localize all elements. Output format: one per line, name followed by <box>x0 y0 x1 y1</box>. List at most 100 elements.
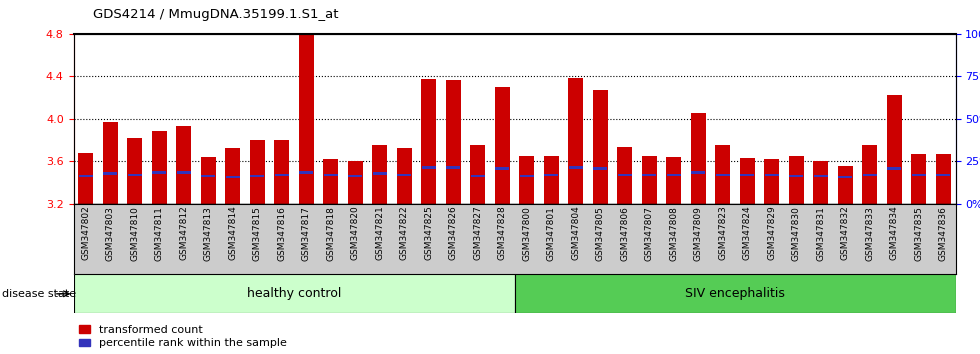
Text: GSM347800: GSM347800 <box>522 206 531 261</box>
Bar <box>936 173 951 176</box>
Bar <box>250 140 265 204</box>
Text: GSM347817: GSM347817 <box>302 206 311 261</box>
Bar <box>568 78 583 204</box>
Bar <box>544 173 559 176</box>
Text: GSM347833: GSM347833 <box>865 206 874 261</box>
Bar <box>446 80 461 204</box>
Bar <box>862 145 877 204</box>
Bar <box>789 156 804 204</box>
Bar <box>642 156 657 204</box>
Text: GSM347826: GSM347826 <box>449 206 458 261</box>
Bar <box>593 90 608 204</box>
Bar <box>176 126 191 204</box>
Bar <box>274 173 289 176</box>
Text: GSM347829: GSM347829 <box>767 206 776 261</box>
Bar <box>127 138 142 204</box>
Bar <box>764 173 779 176</box>
Bar <box>813 175 828 177</box>
Text: GSM347812: GSM347812 <box>179 206 188 261</box>
Bar <box>617 173 632 176</box>
Bar <box>519 175 534 177</box>
Bar <box>323 173 338 176</box>
Bar <box>176 171 191 174</box>
Text: GSM347814: GSM347814 <box>228 206 237 261</box>
Bar <box>127 173 142 176</box>
Text: GSM347830: GSM347830 <box>792 206 801 261</box>
Text: GSM347805: GSM347805 <box>596 206 605 261</box>
Bar <box>470 145 485 204</box>
Bar <box>691 113 706 204</box>
Bar <box>225 148 240 204</box>
Bar <box>446 166 461 169</box>
Text: GSM347821: GSM347821 <box>375 206 384 261</box>
Bar <box>78 153 93 204</box>
Bar <box>250 175 265 177</box>
Bar <box>666 157 681 204</box>
Bar <box>715 145 730 204</box>
Bar <box>470 175 485 177</box>
Legend: transformed count, percentile rank within the sample: transformed count, percentile rank withi… <box>79 325 287 348</box>
Bar <box>152 131 167 204</box>
Bar <box>201 175 216 177</box>
Text: GSM347801: GSM347801 <box>547 206 556 261</box>
Bar <box>838 176 853 178</box>
Bar <box>514 274 956 313</box>
Bar <box>274 140 289 204</box>
Text: GSM347834: GSM347834 <box>890 206 899 261</box>
Text: GSM347832: GSM347832 <box>841 206 850 261</box>
Bar <box>691 171 706 174</box>
Bar <box>666 173 681 176</box>
Bar <box>74 274 514 313</box>
Text: GSM347806: GSM347806 <box>620 206 629 261</box>
Text: disease state: disease state <box>2 289 76 299</box>
Bar <box>421 79 436 204</box>
Bar <box>78 175 93 177</box>
Text: SIV encephalitis: SIV encephalitis <box>685 287 785 300</box>
Text: GSM347802: GSM347802 <box>81 206 90 261</box>
Bar <box>544 156 559 204</box>
Bar <box>421 166 436 169</box>
Text: GSM347836: GSM347836 <box>939 206 948 261</box>
Bar <box>201 157 216 204</box>
Text: GSM347808: GSM347808 <box>669 206 678 261</box>
Bar <box>813 161 828 204</box>
Text: GSM347809: GSM347809 <box>694 206 703 261</box>
Bar <box>103 172 118 175</box>
Bar <box>225 176 240 178</box>
Bar <box>617 147 632 204</box>
Text: GSM347823: GSM347823 <box>718 206 727 261</box>
Text: GSM347822: GSM347822 <box>400 206 409 260</box>
Bar <box>887 95 902 204</box>
Bar <box>323 159 338 204</box>
Bar <box>372 172 387 175</box>
Bar <box>568 166 583 169</box>
Bar <box>740 158 755 204</box>
Bar <box>103 122 118 204</box>
Bar <box>593 167 608 170</box>
Bar <box>764 159 779 204</box>
Bar <box>936 154 951 204</box>
Bar <box>372 145 387 204</box>
Text: GSM347803: GSM347803 <box>106 206 115 261</box>
Text: GSM347804: GSM347804 <box>571 206 580 261</box>
Text: GSM347818: GSM347818 <box>326 206 335 261</box>
Bar <box>348 161 363 204</box>
Text: GSM347831: GSM347831 <box>816 206 825 261</box>
Bar <box>299 171 314 174</box>
Text: GSM347811: GSM347811 <box>155 206 164 261</box>
Text: GSM347828: GSM347828 <box>498 206 507 261</box>
Bar <box>887 167 902 170</box>
Bar <box>838 166 853 204</box>
Text: healthy control: healthy control <box>247 287 341 300</box>
Text: GSM347807: GSM347807 <box>645 206 654 261</box>
Text: GSM347815: GSM347815 <box>253 206 262 261</box>
Text: GSM347825: GSM347825 <box>424 206 433 261</box>
Bar <box>519 156 534 204</box>
Bar <box>911 173 926 176</box>
Bar <box>642 173 657 176</box>
Text: GSM347813: GSM347813 <box>204 206 213 261</box>
Bar <box>495 167 510 170</box>
Bar <box>397 148 412 204</box>
Text: GSM347835: GSM347835 <box>914 206 923 261</box>
Bar <box>495 87 510 204</box>
